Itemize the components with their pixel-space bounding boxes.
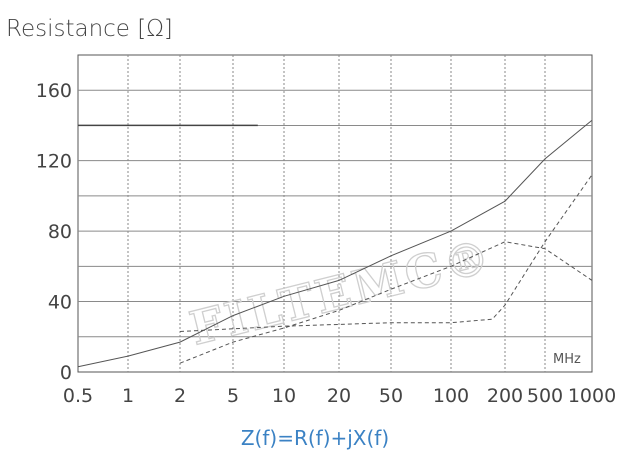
y-tick-label: 120 bbox=[36, 151, 72, 173]
x-tick-label: 2 bbox=[174, 385, 186, 407]
x-tick-label: 5 bbox=[227, 385, 239, 407]
plot-frame bbox=[77, 54, 593, 373]
x-tick-label: 0.5 bbox=[63, 385, 93, 407]
x-tick-label: 500 bbox=[527, 385, 563, 407]
x-tick-label: 200 bbox=[487, 385, 523, 407]
y-axis-ticks: 0 40 80 120 160 bbox=[36, 80, 72, 384]
y-tick-label: 160 bbox=[36, 80, 72, 102]
y-tick-label: 40 bbox=[48, 292, 72, 314]
series-line-2 bbox=[77, 119, 593, 368]
x-tick-label: 20 bbox=[327, 385, 351, 407]
x-tick-label: 100 bbox=[433, 385, 469, 407]
series-line-3 bbox=[179, 241, 593, 364]
plot-series bbox=[77, 119, 593, 368]
chart-title: Resistance [Ω] bbox=[6, 16, 173, 42]
plot-grid bbox=[77, 54, 593, 373]
x-tick-label: 1 bbox=[122, 385, 134, 407]
x-tick-label: 1000 bbox=[568, 385, 616, 407]
x-unit-label: MHz bbox=[553, 352, 581, 367]
series-line-4 bbox=[179, 174, 593, 332]
y-tick-label: 80 bbox=[48, 221, 72, 243]
x-tick-label: 10 bbox=[272, 385, 296, 407]
impedance-formula: Z(f)=R(f)+jX(f) bbox=[241, 426, 389, 450]
x-tick-label: 50 bbox=[379, 385, 403, 407]
y-tick-label: 0 bbox=[60, 362, 72, 384]
x-axis-ticks: 0.5 1 2 5 10 20 50 100 200 500 1000 bbox=[63, 385, 616, 407]
